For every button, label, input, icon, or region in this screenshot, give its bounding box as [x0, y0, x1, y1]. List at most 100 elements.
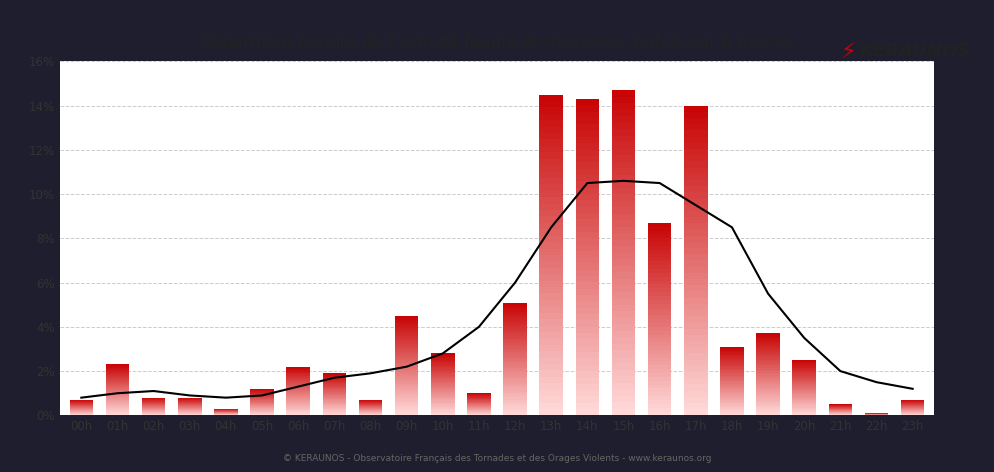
Bar	[431, 372, 454, 373]
Bar	[721, 384, 744, 385]
Bar	[721, 371, 744, 373]
Bar	[792, 374, 816, 376]
Bar	[323, 383, 346, 384]
Bar	[323, 412, 346, 413]
Bar	[792, 362, 816, 363]
Bar	[611, 279, 635, 285]
Bar	[792, 389, 816, 390]
Bar	[540, 229, 563, 236]
Bar	[540, 94, 563, 101]
Bar	[431, 376, 454, 377]
Bar	[540, 306, 563, 312]
Bar	[286, 406, 310, 408]
Bar	[648, 265, 671, 269]
Bar	[250, 389, 273, 390]
Bar	[540, 114, 563, 120]
Bar	[721, 394, 744, 395]
Bar	[540, 377, 563, 383]
Bar	[250, 403, 273, 404]
Bar	[611, 350, 635, 357]
Bar	[576, 339, 599, 346]
Bar	[792, 379, 816, 380]
Bar	[792, 360, 816, 361]
Bar	[540, 165, 563, 171]
Bar	[684, 161, 708, 168]
Bar	[721, 356, 744, 358]
Bar	[648, 400, 671, 404]
Bar	[323, 391, 346, 392]
Bar	[395, 322, 418, 324]
Bar	[286, 382, 310, 383]
Bar	[611, 312, 635, 318]
Bar	[611, 389, 635, 396]
Bar	[611, 298, 635, 305]
Bar	[323, 379, 346, 380]
Bar	[540, 108, 563, 114]
Bar	[611, 266, 635, 272]
Bar	[792, 388, 816, 389]
Bar	[648, 246, 671, 250]
Bar	[503, 395, 527, 397]
Bar	[286, 385, 310, 386]
Bar	[756, 334, 780, 335]
Bar	[286, 410, 310, 411]
Bar	[323, 381, 346, 382]
Bar	[576, 295, 599, 302]
Bar	[105, 386, 129, 387]
Text: © KERAUNOS - Observatoire Français des Tornades et des Orages Violents - www.ker: © KERAUNOS - Observatoire Français des T…	[282, 454, 712, 463]
Bar	[792, 414, 816, 415]
Bar	[576, 137, 599, 143]
Bar	[286, 399, 310, 400]
Bar	[395, 320, 418, 322]
Bar	[648, 315, 671, 319]
Bar	[395, 379, 418, 381]
Bar	[648, 377, 671, 381]
Bar	[756, 371, 780, 373]
Bar	[431, 389, 454, 391]
Bar	[431, 360, 454, 361]
Bar	[684, 341, 708, 347]
Bar	[286, 411, 310, 412]
Bar	[105, 391, 129, 392]
Bar	[323, 387, 346, 388]
Bar	[250, 399, 273, 400]
Bar	[250, 397, 273, 398]
Bar	[611, 370, 635, 376]
Bar	[323, 397, 346, 398]
Bar	[611, 116, 635, 123]
Bar	[540, 403, 563, 409]
Bar	[792, 377, 816, 378]
Bar	[540, 159, 563, 165]
Bar	[756, 412, 780, 414]
Bar	[611, 396, 635, 402]
Bar	[792, 403, 816, 405]
Bar	[576, 169, 599, 175]
Bar	[756, 368, 780, 370]
Bar	[684, 316, 708, 322]
Bar	[792, 406, 816, 408]
Bar	[611, 123, 635, 129]
Bar	[756, 352, 780, 353]
Bar	[540, 261, 563, 268]
Bar	[395, 373, 418, 376]
Bar	[576, 232, 599, 238]
Bar	[648, 338, 671, 342]
Bar	[684, 155, 708, 161]
Bar	[250, 412, 273, 413]
Bar	[286, 392, 310, 393]
Bar	[756, 337, 780, 338]
Bar	[323, 395, 346, 396]
Bar	[721, 362, 744, 363]
Bar	[576, 131, 599, 137]
Bar	[684, 279, 708, 285]
Bar	[684, 248, 708, 254]
Bar	[105, 404, 129, 405]
Bar	[756, 389, 780, 391]
Bar	[105, 398, 129, 399]
Bar	[286, 381, 310, 382]
Bar	[792, 368, 816, 369]
Bar	[503, 325, 527, 328]
Bar	[540, 268, 563, 274]
Bar	[323, 375, 346, 376]
Bar	[792, 380, 816, 381]
